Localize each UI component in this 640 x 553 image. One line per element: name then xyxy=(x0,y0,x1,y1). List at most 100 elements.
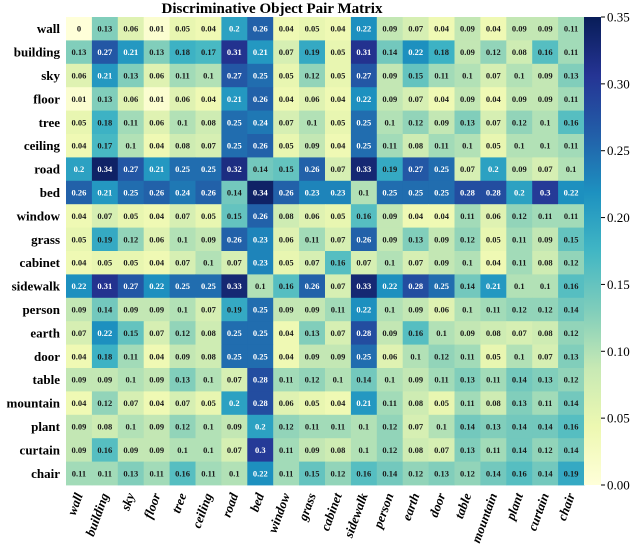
heatmap-cell xyxy=(480,391,507,416)
heatmap-cell xyxy=(350,368,378,392)
cell-value-label: 0.27 xyxy=(227,71,243,81)
heatmap-cell xyxy=(506,134,533,158)
heatmap-cell xyxy=(454,414,481,439)
heatmap-cell xyxy=(532,204,559,228)
heatmap-cell xyxy=(428,134,455,158)
heatmap-cell xyxy=(325,110,352,135)
heatmap-cell xyxy=(480,414,507,439)
cell-value-label: 0.06 xyxy=(149,71,164,81)
cell-value-label: 0.11 xyxy=(434,71,448,81)
heatmap-cell xyxy=(480,63,507,88)
heatmap-cell xyxy=(532,40,559,65)
heatmap-cell xyxy=(91,40,119,65)
cell-value-label: 0.04 xyxy=(408,211,424,221)
cell-value-label: 0.08 xyxy=(486,328,501,338)
column-label: floor xyxy=(140,490,163,520)
cell-value-label: 0.1 xyxy=(540,117,551,127)
heatmap-cell xyxy=(221,321,248,345)
heatmap-cell xyxy=(350,110,378,135)
cell-value-label: 0.09 xyxy=(72,422,87,432)
cell-value-label: 0.13 xyxy=(486,422,501,432)
heatmap-cell xyxy=(247,40,274,65)
heatmap-cell xyxy=(454,204,481,228)
cell-value-label: 0.23 xyxy=(253,234,268,244)
cell-value-label: 0.1 xyxy=(462,71,473,81)
heatmap-cell xyxy=(117,297,145,322)
heatmap-cell xyxy=(195,180,222,205)
colorbar-tick-label: 0.30 xyxy=(607,76,630,91)
cell-value-label: 0.1 xyxy=(514,141,525,151)
heatmap-cell xyxy=(195,134,222,158)
heatmap-cell xyxy=(195,438,222,462)
heatmap-cell xyxy=(402,204,429,228)
heatmap-cell xyxy=(350,63,378,88)
colorbar-tick-label: 0.05 xyxy=(607,411,630,426)
row-label: cabinet xyxy=(20,255,61,270)
heatmap-cell xyxy=(532,461,559,486)
cell-value-label: 0.05 xyxy=(279,71,294,81)
cell-value-label: 0.08 xyxy=(201,117,216,127)
cell-value-label: 0.04 xyxy=(72,398,88,408)
heatmap-cell xyxy=(402,414,429,439)
cell-value-label: 0.11 xyxy=(538,211,552,221)
cell-value-label: 0.07 xyxy=(331,234,347,244)
cell-value-label: 0.22 xyxy=(97,328,112,338)
heatmap-cell xyxy=(558,180,585,205)
heatmap-cell xyxy=(247,461,274,486)
heatmap-cell xyxy=(325,274,352,299)
heatmap-cell xyxy=(195,391,222,416)
heatmap-cell xyxy=(428,17,455,41)
cell-value-label: 0.15 xyxy=(279,164,294,174)
heatmap-cell xyxy=(195,251,222,275)
cell-value-label: 0.22 xyxy=(356,94,371,104)
cell-value-label: 0.06 xyxy=(434,305,449,315)
cell-value-label: 0.04 xyxy=(201,94,217,104)
cell-value-label: 0.07 xyxy=(434,445,450,455)
cell-value-label: 0.13 xyxy=(149,47,164,57)
heatmap-cell xyxy=(91,180,119,205)
cell-value-label: 0.07 xyxy=(356,258,372,268)
heatmap-cell xyxy=(66,110,93,135)
heatmap-cell xyxy=(506,274,533,299)
heatmap-cell xyxy=(221,297,248,322)
heatmap-cell xyxy=(558,391,585,416)
heatmap-cell xyxy=(532,438,559,462)
heatmap-cell xyxy=(350,391,378,416)
cell-value-label: 0.26 xyxy=(72,188,87,198)
heatmap-cell xyxy=(428,438,455,462)
heatmap-cell xyxy=(143,17,170,41)
cell-value-label: 0.15 xyxy=(227,211,242,221)
cell-value-label: 0.12 xyxy=(512,117,527,127)
heatmap-cell xyxy=(402,180,429,205)
cell-value-label: 0.1 xyxy=(566,164,577,174)
heatmap-cell xyxy=(117,134,145,158)
heatmap-cell xyxy=(325,17,352,41)
heatmap-cell xyxy=(273,40,300,65)
heatmap-cell xyxy=(454,40,481,65)
heatmap-cell xyxy=(247,321,274,345)
cell-value-label: 0.21 xyxy=(356,398,371,408)
heatmap-cell xyxy=(273,204,300,228)
cell-value-label: 0.27 xyxy=(356,71,372,81)
cell-value-label: 0.11 xyxy=(279,375,293,385)
cell-value-label: 0.09 xyxy=(460,47,475,57)
heatmap-cell xyxy=(558,274,585,299)
cell-value-label: 0.25 xyxy=(175,281,190,291)
cell-value-label: 0.25 xyxy=(434,164,449,174)
heatmap-cell xyxy=(143,297,170,322)
cell-value-label: 0.06 xyxy=(486,211,501,221)
heatmap-cell xyxy=(325,461,352,486)
cell-value-label: 0.31 xyxy=(356,47,371,57)
cell-value-label: 0.22 xyxy=(72,281,87,291)
cell-value-label: 0.11 xyxy=(305,234,319,244)
heatmap-cell xyxy=(325,227,352,252)
heatmap-cell xyxy=(299,414,326,439)
heatmap-cell xyxy=(428,63,455,88)
heatmap-cell xyxy=(376,274,404,299)
cell-value-label: 0.07 xyxy=(123,398,139,408)
heatmap-cell xyxy=(169,17,196,41)
cell-value-label: 0.07 xyxy=(175,398,191,408)
cell-value-label: 0.34 xyxy=(253,188,269,198)
cell-value-label: 0.11 xyxy=(564,94,578,104)
cell-value-label: 0.13 xyxy=(538,375,553,385)
